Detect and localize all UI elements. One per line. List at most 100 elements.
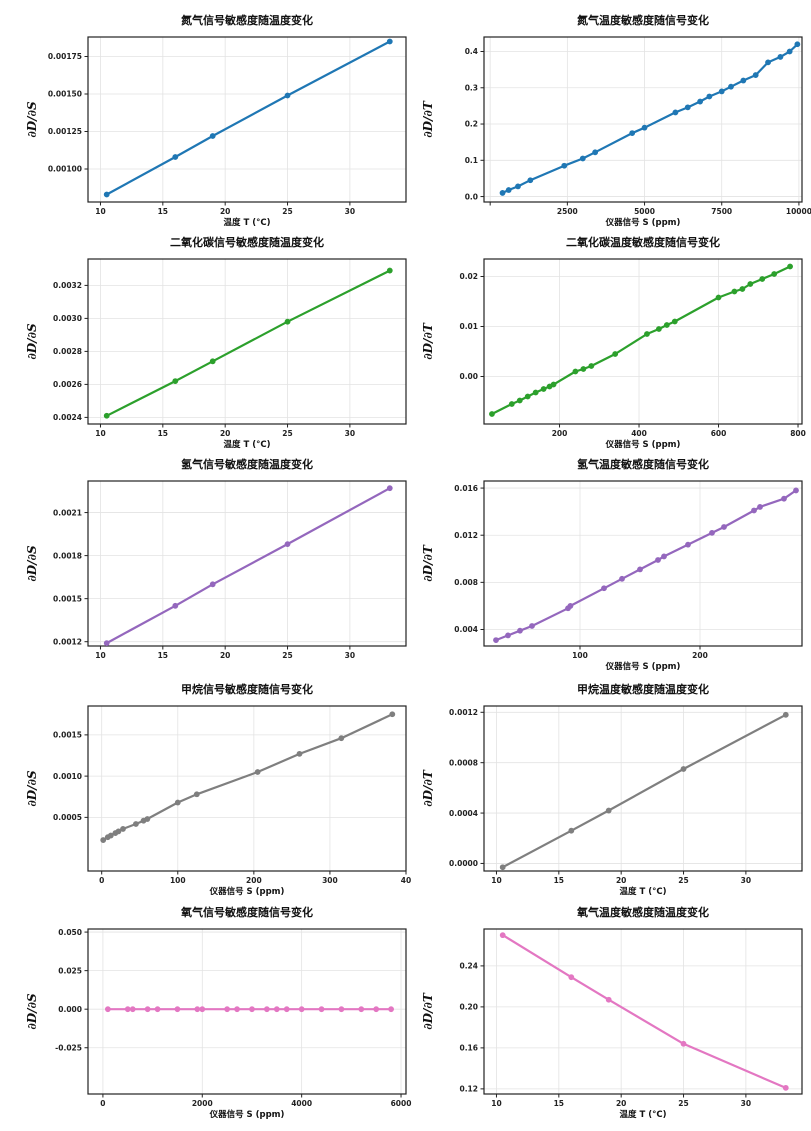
data-point [671, 318, 678, 325]
y-tick-label: 0.00 [459, 372, 478, 381]
y-axis-label: ∂D/∂S [25, 545, 39, 582]
y-tick-label: 0.0012 [53, 637, 82, 646]
x-tick-label: 30 [741, 1099, 751, 1108]
x-tick-label: 2500 [557, 207, 578, 216]
data-point [561, 162, 568, 169]
chart-title: 二氧化碳信号敏感度随温度变化 [170, 235, 324, 249]
x-axis-label: 仪器信号 S (ppm) [605, 661, 681, 672]
x-axis-label: 仪器信号 S (ppm) [209, 1109, 285, 1120]
x-tick-label: 10 [95, 207, 105, 216]
data-point [656, 326, 662, 332]
x-tick-label: 20 [616, 876, 626, 885]
x-tick-label: 15 [158, 651, 168, 660]
data-point [318, 1006, 325, 1013]
data-point [103, 640, 110, 647]
chart-2: 氮气温度敏感度随信号变化 2500 5000 7500 10000 0.0 0.1 0.2 0.… [421, 13, 811, 228]
data-point [655, 557, 661, 563]
y-tick-label: 0.0015 [53, 594, 82, 603]
y-axis-label: ∂D/∂S [25, 993, 39, 1030]
x-tick-label: 20 [220, 429, 230, 438]
data-point [661, 553, 667, 560]
series-line [502, 934, 787, 1089]
x-tick-label: 200 [692, 651, 708, 660]
data-point [793, 487, 799, 494]
x-tick-label: 800 [790, 429, 806, 438]
chart-title: 氧气信号敏感度随信号变化 [180, 905, 313, 919]
data-point [107, 832, 114, 839]
data-point [373, 1006, 380, 1013]
y-tick-label: 0.0008 [449, 758, 478, 767]
data-point [338, 1006, 345, 1013]
data-point [234, 1006, 240, 1013]
x-tick-label: 0 [100, 1099, 105, 1108]
plot-frame [87, 36, 407, 203]
data-point [154, 1006, 161, 1013]
data-point [100, 837, 107, 843]
y-axis-label: ∂D/∂T [421, 322, 435, 360]
data-point [172, 602, 179, 609]
y-tick-label: 0.00125 [48, 127, 82, 136]
x-axis-label: 温度 T (°C) [620, 886, 667, 897]
data-point [263, 1006, 270, 1013]
y-tick-label: 0.1 [465, 156, 478, 165]
y-tick-label: 0.004 [454, 625, 478, 634]
y-tick-label: 0.0000 [449, 859, 478, 868]
y-tick-label: 0.00100 [48, 165, 82, 174]
x-tick-label: 15 [554, 1099, 564, 1108]
x-tick-label: 0 [99, 876, 104, 885]
data-point [572, 368, 579, 375]
plot-frame [87, 705, 407, 872]
x-tick-label: 20 [220, 651, 230, 660]
chart-5: 氢气信号敏感度随温度变化 10 15 20 25 30 0.0012 0.0015 0.0018… [25, 457, 407, 660]
series-line [502, 713, 787, 869]
x-axis-label: 温度 T (°C) [224, 217, 271, 228]
y-tick-label: 0.02 [459, 272, 478, 281]
data-point [765, 59, 771, 66]
y-tick-label: 0.0 [465, 192, 478, 201]
x-tick-label: 25 [282, 651, 292, 660]
data-point [782, 1084, 789, 1091]
data-point [751, 507, 757, 514]
data-point [358, 1006, 365, 1013]
data-point [493, 637, 499, 644]
chart-title: 甲烷温度敏感度随温度变化 [577, 682, 709, 696]
y-tick-label: 0.008 [454, 578, 478, 587]
data-point [199, 1006, 206, 1013]
data-point [194, 1006, 201, 1013]
y-tick-label: 0.00150 [48, 90, 82, 99]
data-point [771, 271, 778, 277]
data-point [777, 54, 784, 60]
x-axis-label: 温度 T (°C) [620, 1109, 667, 1120]
data-point [224, 1006, 231, 1013]
data-point [592, 149, 599, 156]
y-tick-label: 0.00175 [48, 52, 82, 61]
series-line [502, 43, 799, 194]
data-point [104, 1006, 111, 1013]
data-point [133, 821, 139, 827]
x-tick-label: 600 [711, 429, 727, 438]
y-axis-label: ∂D/∂S [25, 101, 39, 138]
chart-9: 氧气信号敏感度随信号变化 0 2000 4000 6000 -0.025 0.000 0.02… [25, 905, 411, 1120]
x-tick-label: 2000 [192, 1099, 213, 1108]
y-tick-label: 0.2 [465, 120, 478, 129]
data-point [579, 155, 586, 162]
x-tick-label: 30 [345, 429, 355, 438]
y-tick-label: 0.12 [459, 1085, 478, 1094]
data-point [580, 366, 587, 372]
data-point [781, 495, 787, 502]
y-tick-label: 0.0004 [449, 809, 478, 818]
y-tick-label: 0.4 [465, 47, 478, 56]
data-point [209, 581, 216, 588]
data-point [386, 485, 393, 492]
data-point [715, 294, 722, 301]
chart-title: 甲烷信号敏感度随信号变化 [181, 682, 313, 696]
x-tick-label: 100 [170, 876, 186, 885]
data-point [273, 1006, 280, 1013]
data-point [706, 93, 713, 100]
data-point [680, 766, 687, 772]
x-tick-label: 25 [282, 429, 292, 438]
y-axis-label: ∂D/∂T [421, 992, 435, 1030]
x-tick-label: 7500 [711, 207, 732, 216]
data-point [601, 585, 607, 592]
x-tick-label: 25 [282, 207, 292, 216]
